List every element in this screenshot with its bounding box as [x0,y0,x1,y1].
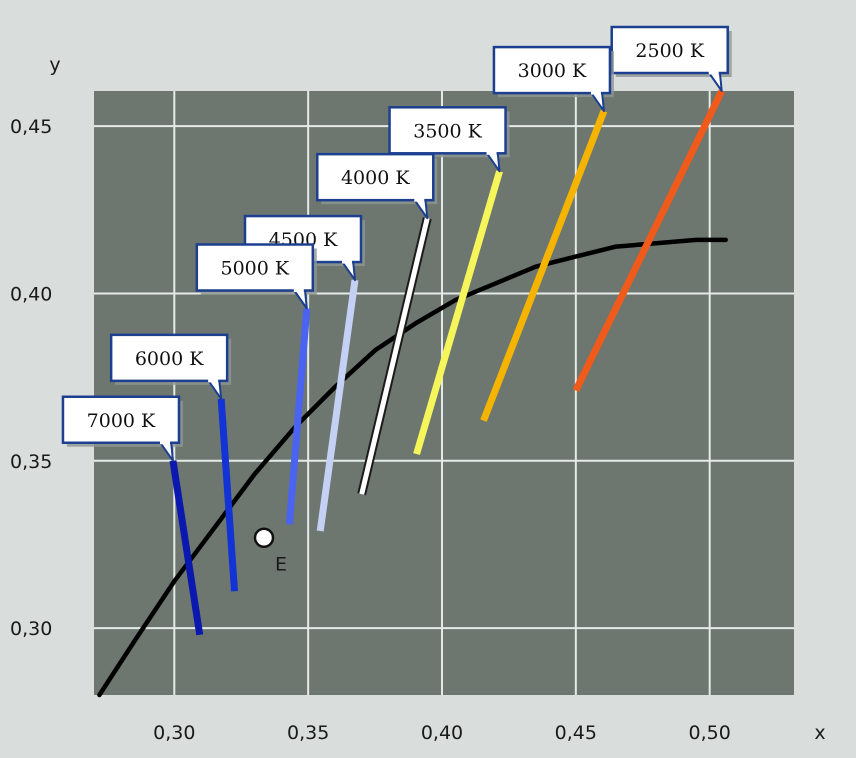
callout-box [388,106,507,155]
isotherm-line [480,109,608,422]
planckian-locus-layer [97,237,728,698]
plot-area [94,91,794,695]
isotherm-callout: 3000 K [492,45,614,113]
y-tick-label: 0,35 [10,451,52,473]
isotherm-line [169,460,204,636]
callout-label: 6000 K [135,348,204,370]
callout-label: 5000 K [221,258,290,280]
isotherm-callout: 2500 K [610,25,732,92]
planckian-locus-curve [97,237,728,698]
callout-box [316,152,435,202]
x-tick-label: 0,40 [421,722,463,744]
isotherm-line [316,279,359,532]
callout-label: 3500 K [413,120,482,142]
x-tick-label: 0,35 [287,722,329,744]
isotherm-line [413,170,503,456]
y-axis-label: y [49,54,60,76]
isotherm-callout: 7000 K [61,395,183,462]
isotherm-line [217,398,239,592]
callout-box [492,45,612,95]
isotherm-callout: 5000 K [195,243,317,310]
callout-box [109,333,229,383]
white-point-label: E [275,554,287,576]
isotherm-line [285,308,311,525]
tick-labels-layer: 0,30 0,35 0,40 0,45 0,50 0,30 0,35 0,40 0,45 [10,116,731,744]
isotherm-callout: 6000 K [109,333,232,400]
isotherm-line [359,217,430,495]
callout-label: 4000 K [341,167,410,189]
callout-box [61,395,181,445]
x-tick-label: 0,50 [689,722,731,744]
x-axis-label: x [814,722,825,744]
white-point-marker [253,527,275,548]
isotherm-callout: 4000 K [316,152,438,220]
callout-box [195,243,315,292]
callout-label: 7000 K [87,410,156,432]
callout-label: 2500 K [635,40,704,62]
x-tick-label: 0,30 [153,722,195,744]
isotherms-layer [169,89,725,636]
callout-label: 3000 K [518,60,587,82]
callout-box [610,25,729,75]
x-tick-label: 0,45 [555,722,597,744]
points-layer: E [253,527,287,576]
y-tick-label: 0,40 [10,283,52,305]
isotherm-line [572,89,725,393]
y-tick-label: 0,45 [10,116,52,138]
isotherm-callout: 3500 K [388,106,510,173]
y-tick-label: 0,30 [10,618,52,640]
